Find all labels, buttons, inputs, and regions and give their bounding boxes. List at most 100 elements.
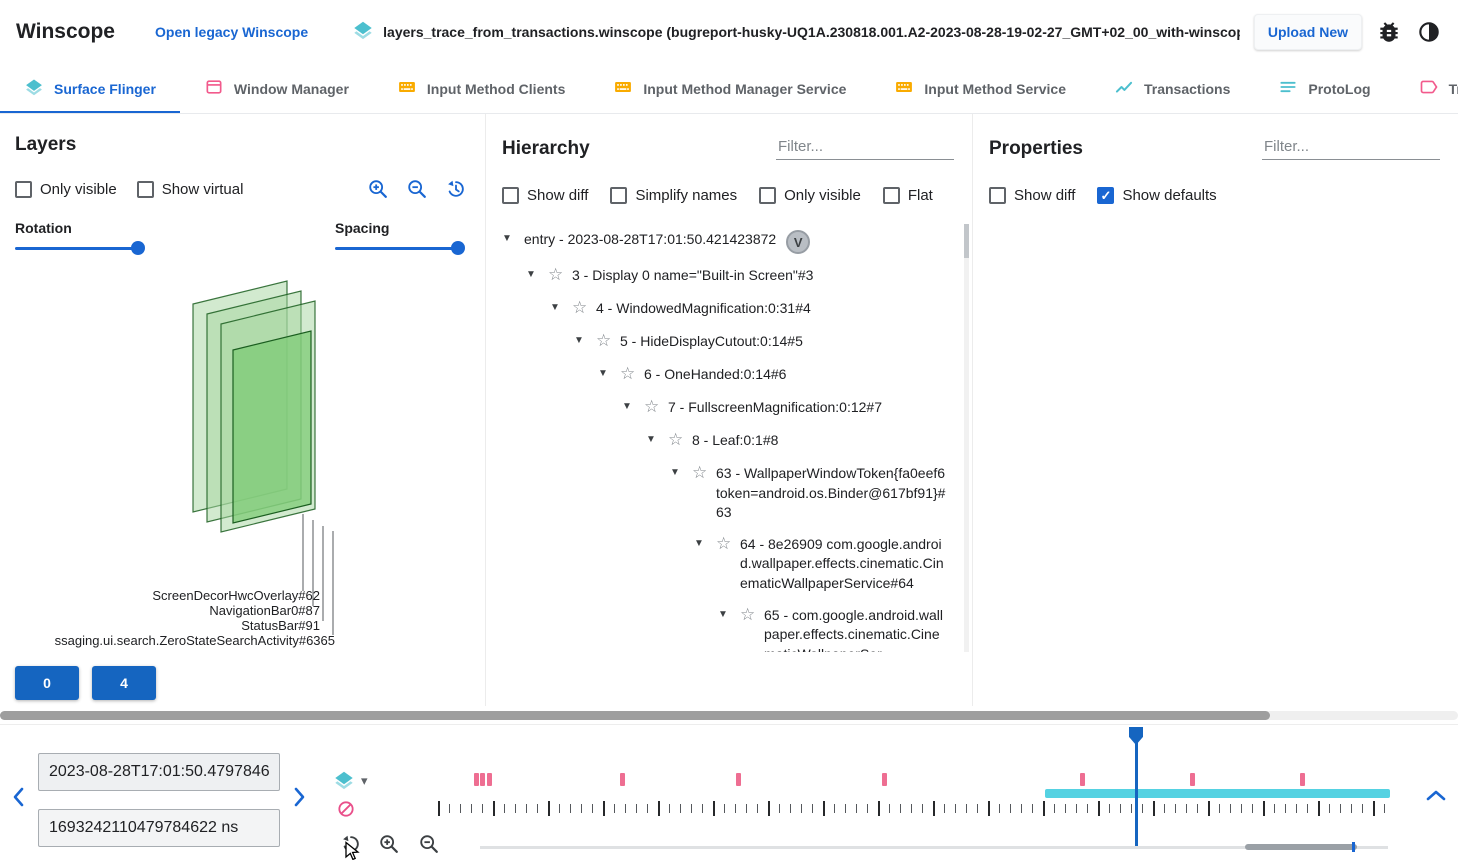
expand-arrow-icon[interactable]: ▼ (550, 302, 560, 313)
chevron-left-icon[interactable] (10, 785, 28, 814)
tab-transactions[interactable]: Transactions (1090, 64, 1254, 113)
checkbox-box (1097, 187, 1115, 204)
slider-thumb[interactable] (131, 241, 145, 255)
expand-arrow-icon[interactable]: ▼ (574, 335, 584, 346)
tab-input-method-clients[interactable]: Input Method Clients (373, 64, 589, 113)
star-icon[interactable]: ☆ (740, 604, 756, 624)
tab-protolog[interactable]: ProtoLog (1254, 64, 1394, 113)
checkbox-box (759, 187, 777, 204)
timestamp-ns-input[interactable]: 1693242110479784622 ns (38, 809, 280, 847)
layers-trace-icon (352, 19, 374, 46)
dark-mode-toggle-icon[interactable] (1416, 19, 1442, 45)
hierarchy-filter-input[interactable] (776, 134, 954, 160)
timeline-zoom-in-icon[interactable] (378, 833, 400, 855)
transactions-trace-icon[interactable] (336, 799, 356, 824)
checkbox-only-visible[interactable]: Only visible (15, 180, 117, 198)
checkbox-only-visible[interactable]: Only visible (759, 187, 861, 204)
expand-arrow-icon[interactable]: ▼ (598, 368, 608, 379)
checkbox-box (502, 187, 519, 204)
tab-label: Input Method Clients (426, 80, 566, 97)
tab-surface-flinger[interactable]: Surface Flinger (0, 64, 180, 113)
checkbox-show-diff[interactable]: Show diff (989, 187, 1075, 204)
tab-window-manager[interactable]: Window Manager (180, 64, 373, 113)
tree-node[interactable]: ▼ ☆ 5 - HideDisplayCutout:0:14#5 (486, 326, 972, 359)
tree-node[interactable]: ▼ ☆ 4 - WindowedMagnification:0:31#4 (486, 293, 972, 326)
tree-node-label: 6 - OneHanded:0:14#6 (644, 366, 787, 382)
layer-rect-highlight (232, 330, 312, 524)
bug-report-icon[interactable] (1376, 19, 1402, 45)
star-icon[interactable]: ☆ (716, 533, 732, 553)
checkbox-label: Show defaults (1122, 187, 1217, 204)
checkbox-show-defaults[interactable]: Show defaults (1097, 187, 1217, 204)
chevron-right-icon[interactable] (290, 785, 308, 814)
display-button-4[interactable]: 4 (92, 666, 156, 700)
expand-arrow-icon[interactable]: ▼ (646, 434, 656, 445)
tree-node-entry[interactable]: ▼ entry - 2023-08-28T17:01:50.421423872 … (486, 224, 972, 260)
chevron-up-icon[interactable] (1424, 787, 1448, 810)
slider-thumb[interactable] (451, 241, 465, 255)
expand-arrow-icon[interactable]: ▼ (526, 269, 536, 280)
tree-node[interactable]: ▼ ☆ 65 - com.google.android.wallpaper.ef… (486, 600, 972, 652)
reset-timeline-zoom-icon[interactable] (340, 833, 362, 855)
upload-new-button[interactable]: Upload New (1253, 14, 1362, 50)
hierarchy-scrollbar[interactable] (964, 224, 969, 652)
rotation-slider[interactable] (15, 240, 145, 256)
timeline-zoom-thumb[interactable] (1245, 844, 1357, 850)
properties-filter-input[interactable] (1262, 134, 1440, 160)
tab-input-method-service[interactable]: Input Method Service (870, 64, 1090, 113)
timestamp-human-value: 2023-08-28T17:01:50.4797846 (49, 763, 270, 780)
timestamp-human-input[interactable]: 2023-08-28T17:01:50.4797846 (38, 753, 280, 791)
timestamp-ns-value: 1693242110479784622 ns (49, 819, 239, 836)
tree-node[interactable]: ▼ ☆ 6 - OneHanded:0:14#6 (486, 359, 972, 392)
expand-arrow-icon[interactable]: ▼ (694, 537, 704, 549)
zoom-in-icon[interactable] (367, 178, 389, 200)
surface-flinger-trace-icon[interactable] (333, 769, 355, 796)
layer-label: ssaging.ui.search.ZeroStateSearchActivit… (55, 633, 335, 648)
reset-zoom-icon[interactable] (445, 178, 467, 200)
expand-arrow-icon[interactable]: ▼ (502, 233, 512, 244)
timeline-cursor-handle[interactable] (1129, 727, 1143, 745)
star-icon[interactable]: ☆ (620, 364, 636, 383)
tab-label: Input Method Manager Service (643, 80, 847, 97)
properties-panel: Properties Show diff Show defaults (973, 114, 1458, 706)
timeline-zoom-track[interactable] (480, 846, 1388, 849)
checkbox-flat[interactable]: Flat (882, 187, 933, 204)
expand-arrow-icon[interactable]: ▼ (670, 467, 680, 478)
star-icon[interactable]: ☆ (548, 265, 564, 284)
star-icon[interactable]: ☆ (596, 331, 612, 350)
checkbox-show-diff[interactable]: Show diff (502, 187, 588, 204)
checkbox-simplify-names[interactable]: Simplify names (610, 187, 737, 204)
chevron-down-icon[interactable]: ▾ (361, 773, 368, 788)
scrollbar-thumb[interactable] (0, 711, 1270, 720)
zoom-out-icon[interactable] (406, 178, 428, 200)
spacing-slider[interactable] (335, 240, 465, 256)
tree-node[interactable]: ▼ ☆ 63 - WallpaperWindowToken{fa0eef6 to… (486, 458, 972, 529)
tab-input-method-manager-service[interactable]: Input Method Manager Service (589, 64, 870, 113)
list-icon (1278, 77, 1298, 100)
star-icon[interactable]: ☆ (668, 430, 684, 449)
tree-node[interactable]: ▼ ☆ 3 - Display 0 name="Built-in Screen"… (486, 260, 972, 293)
tree-node[interactable]: ▼ ☆ 64 - 8e26909 com.google.android.wall… (486, 529, 972, 600)
expand-arrow-icon[interactable]: ▼ (718, 608, 728, 620)
display-button-0[interactable]: 0 (15, 666, 79, 700)
tree-node[interactable]: ▼ ☆ 8 - Leaf:0:1#8 (486, 425, 972, 458)
tab-transitions[interactable]: Tr (1395, 64, 1458, 113)
star-icon[interactable]: ☆ (644, 397, 660, 416)
expand-arrow-icon[interactable]: ▼ (622, 401, 632, 412)
main-content: Layers Only visible Show virtual Rotatio… (0, 114, 1458, 706)
tree-node-label: 8 - Leaf:0:1#8 (692, 432, 779, 448)
layers-3d-view[interactable]: ScreenDecorHwcOverlay#62 NavigationBar0#… (15, 264, 485, 656)
hierarchy-title: Hierarchy (502, 138, 590, 159)
checkbox-label: Flat (907, 187, 933, 204)
timeline-canvas[interactable] (438, 725, 1390, 860)
tab-label: Input Method Service (924, 80, 1066, 97)
keyboard-icon (397, 77, 417, 100)
tree-node[interactable]: ▼ ☆ 7 - FullscreenMagnification:0:12#7 (486, 392, 972, 425)
tree-node-label: 65 - com.google.android.wallpaper.effect… (764, 606, 943, 652)
star-icon[interactable]: ☆ (692, 463, 708, 482)
star-icon[interactable]: ☆ (572, 298, 588, 317)
timeline-zoom-out-icon[interactable] (418, 833, 440, 855)
open-legacy-winscope-link[interactable]: Open legacy Winscope (155, 24, 309, 40)
checkbox-show-virtual[interactable]: Show virtual (136, 180, 243, 198)
scrollbar-thumb[interactable] (964, 224, 969, 258)
